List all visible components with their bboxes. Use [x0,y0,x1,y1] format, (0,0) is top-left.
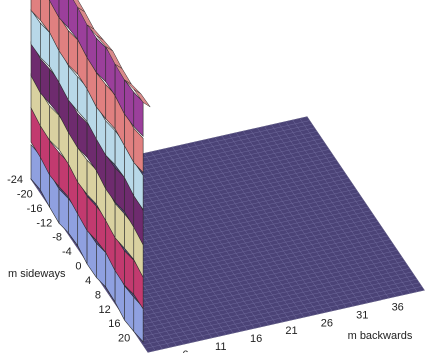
y-tick-label: -24 [7,174,23,186]
floor-grid-line [133,268,410,331]
floor-grid-line [143,282,420,346]
y-tick-label: 20 [118,333,130,345]
floor-grid-line [99,217,376,281]
floor-grid-line [147,289,425,353]
floor-grid-line [135,271,412,335]
floor-grid-line [111,235,388,299]
x-tick-label: 31 [356,309,368,321]
x-tick-label: 6 [182,349,188,353]
y-axis-label: m sideways [8,268,66,280]
y-tick-label: 0 [75,261,81,273]
y-tick-label: -8 [52,232,62,244]
floor-grid-line [140,278,417,342]
ridge-band [133,160,144,211]
floor-grid-line [101,221,378,284]
x-axis-label: m backwards [348,330,413,342]
y-tick-label: 8 [95,289,101,301]
ridge-band [49,0,60,19]
floor-grid-line [108,232,386,295]
y-tick-label: -16 [27,203,43,215]
floor-grid-line [106,228,383,291]
floor-grid-line [145,286,422,349]
ridge-band [30,0,41,21]
floor-grid-line [121,250,398,313]
ridge-top [133,89,151,108]
ridge-band [133,127,144,174]
x-axis-ticks: 16111621263136 [182,301,404,353]
x-tick-label: 16 [250,333,262,345]
floor-grid-line [130,264,407,328]
ridge-surface [30,0,151,343]
floor-grid-line [118,246,395,309]
floor-grid-line [126,257,403,320]
floor-grid-line [123,253,400,317]
floor-grid-line [116,242,393,306]
x-tick-label: 11 [215,341,226,353]
x-tick-label: 26 [321,317,333,329]
ridge-band [40,0,50,34]
floor-grid-line [113,239,390,302]
ridge-band [58,0,69,29]
y-tick-label: 4 [85,275,91,287]
y-tick-label: 16 [108,318,120,330]
floor-grid-line [128,260,405,324]
x-tick-label: 21 [285,325,297,337]
y-tick-label: -20 [17,188,33,200]
ridge-band [133,192,144,246]
y-tick-label: -12 [36,217,52,229]
y-tick-label: -4 [62,246,72,258]
y-tick-label: 12 [99,304,111,316]
x-tick-label: 36 [392,301,404,313]
floor-grid-line [138,275,415,338]
floor-grid-line [104,224,381,288]
